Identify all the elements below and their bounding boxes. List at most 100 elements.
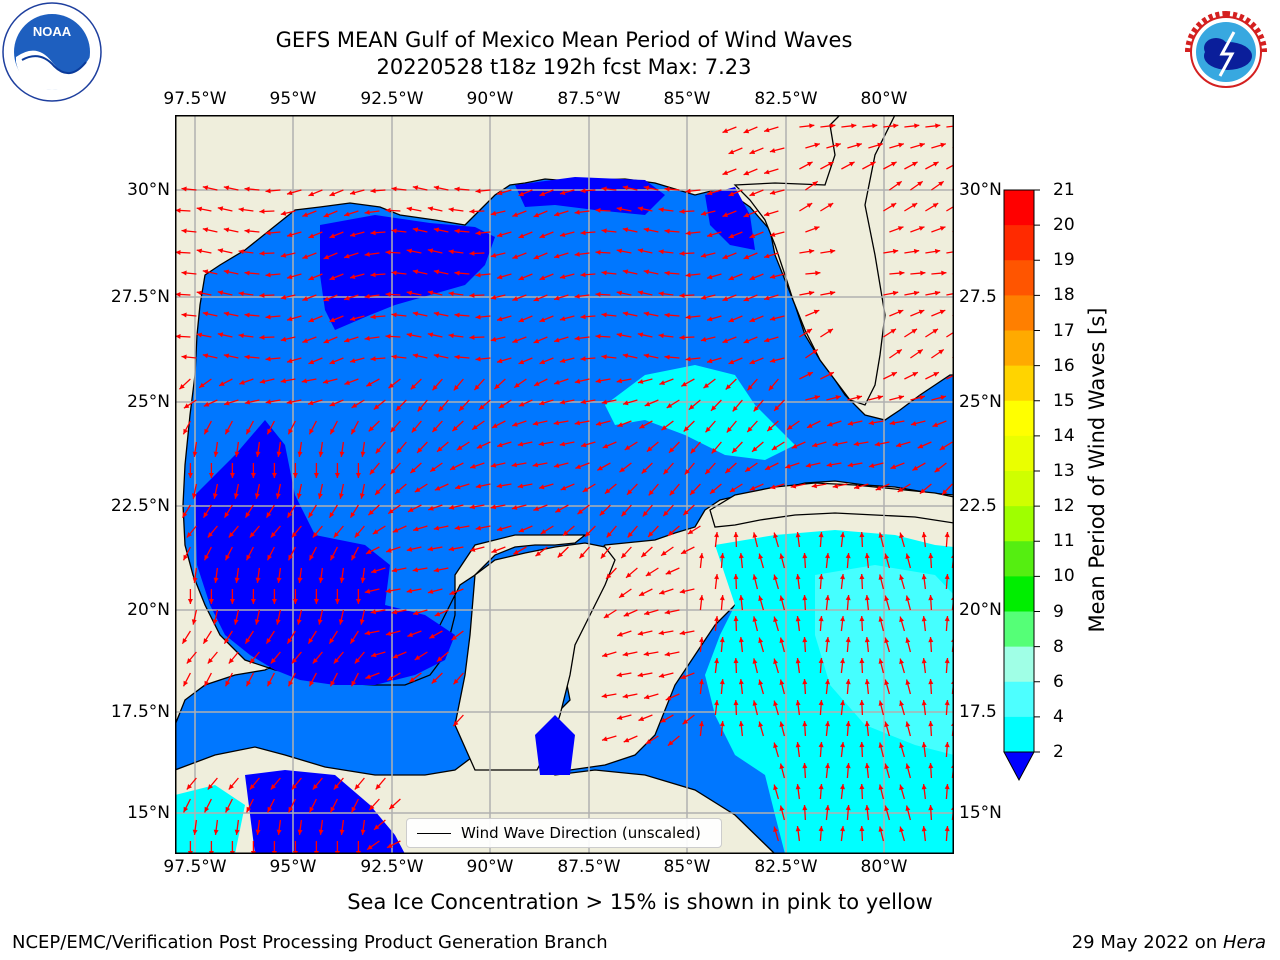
wind-arrow xyxy=(769,273,785,279)
wind-arrow xyxy=(910,348,924,359)
wind-arrow xyxy=(928,762,934,779)
wind-arrow xyxy=(847,142,862,149)
wind-arrow xyxy=(323,294,338,302)
wind-arrow xyxy=(427,588,443,594)
colorbar-label: 15 xyxy=(1053,390,1075,411)
wind-arrow xyxy=(512,210,527,218)
wind-arrow xyxy=(665,693,680,701)
wind-arrow xyxy=(364,293,380,299)
wind-arrow xyxy=(454,312,470,318)
wind-arrow xyxy=(286,231,302,238)
wind-arrow xyxy=(889,309,904,317)
wind-arrow xyxy=(637,290,653,296)
wind-arrow xyxy=(944,699,950,716)
wind-arrow xyxy=(626,483,638,496)
wind-arrow xyxy=(743,168,758,176)
lon-tick-label-top: 85°W xyxy=(663,89,711,109)
colorbar-segment xyxy=(1004,330,1034,367)
wind-arrow xyxy=(680,378,695,387)
lon-tick-label-top: 95°W xyxy=(269,89,317,109)
wind-arrow xyxy=(825,763,830,779)
wind-arrow xyxy=(238,249,254,255)
wind-arrow xyxy=(198,378,212,389)
wind-arrow xyxy=(308,420,317,435)
wind-arrow xyxy=(427,332,443,338)
wind-arrow xyxy=(469,504,485,510)
wind-arrow xyxy=(859,573,865,590)
wind-arrow xyxy=(370,651,386,658)
wind-arrow xyxy=(773,574,780,590)
wind-arrow xyxy=(818,573,824,590)
wind-arrow xyxy=(666,399,680,409)
wind-arrow xyxy=(663,462,674,475)
wind-arrow xyxy=(679,335,695,340)
lon-tick-label-bottom: 80°W xyxy=(860,857,908,877)
wind-arrow xyxy=(368,420,380,432)
wind-arrow xyxy=(710,399,722,412)
wind-arrow xyxy=(638,420,653,429)
wind-arrow xyxy=(643,311,659,317)
wind-arrow xyxy=(769,315,785,321)
wind-arrow xyxy=(475,356,491,362)
wind-arrow xyxy=(732,399,743,412)
colorbar-label: 14 xyxy=(1053,425,1075,446)
wind-arrow xyxy=(749,147,764,155)
wind-arrow xyxy=(224,546,233,561)
wind-arrow xyxy=(213,441,219,457)
wind-arrow xyxy=(658,588,674,595)
wind-arrow xyxy=(889,142,904,149)
wind-arrow xyxy=(921,784,927,800)
wind-arrow xyxy=(350,546,359,561)
wind-arrow xyxy=(648,483,659,496)
wind-arrow xyxy=(601,735,617,742)
wind-arrow xyxy=(559,231,575,237)
wind-arrow xyxy=(192,819,198,835)
wind-arrow xyxy=(595,420,611,426)
wind-arrow xyxy=(229,463,235,478)
wind-arrow xyxy=(747,378,758,391)
wind-arrow xyxy=(475,188,491,194)
wind-arrow xyxy=(412,353,428,359)
wind-arrow xyxy=(417,399,428,412)
wind-arrow xyxy=(317,483,324,499)
wind-arrow xyxy=(700,210,716,216)
noaa-logo: NOAA xyxy=(2,2,102,102)
wind-arrow xyxy=(878,826,885,842)
nws-logo xyxy=(1176,2,1276,102)
wind-arrow xyxy=(601,270,617,276)
wind-arrow xyxy=(370,272,386,278)
wind-arrow xyxy=(217,206,233,212)
wind-arrow xyxy=(845,594,851,611)
wind-arrow xyxy=(183,399,197,409)
wind-arrow xyxy=(864,679,870,695)
wind-arrow xyxy=(388,798,401,810)
wind-arrow xyxy=(438,399,449,412)
wind-arrow xyxy=(840,826,845,842)
wind-arrow xyxy=(370,188,386,194)
wind-arrow xyxy=(637,630,653,636)
wind-arrow xyxy=(616,630,632,637)
wind-arrow xyxy=(665,567,680,575)
wind-arrow xyxy=(287,546,296,561)
wind-arrow xyxy=(385,588,401,594)
wind-arrow xyxy=(826,395,842,401)
wind-arrow xyxy=(370,567,386,574)
wind-arrow xyxy=(818,699,824,716)
wind-arrow xyxy=(773,784,780,800)
wind-arrow xyxy=(349,231,365,237)
wind-arrow xyxy=(904,290,920,296)
wind-arrow xyxy=(328,630,338,645)
wind-arrow xyxy=(580,356,596,362)
wind-arrow xyxy=(862,161,876,170)
wind-arrow xyxy=(660,546,674,557)
wind-arrow xyxy=(805,309,820,317)
wind-arrow xyxy=(840,658,845,674)
wind-arrow xyxy=(714,574,719,590)
wind-arrow xyxy=(910,309,925,317)
wind-arrow xyxy=(719,721,725,737)
wind-arrow xyxy=(181,312,197,318)
wind-arrow xyxy=(409,462,422,474)
wind-arrow xyxy=(574,335,590,341)
wind-arrow xyxy=(291,525,302,538)
colorbar-segment xyxy=(1004,260,1034,296)
